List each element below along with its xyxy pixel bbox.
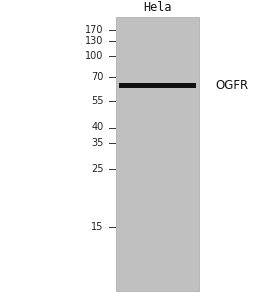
Text: Hela: Hela xyxy=(143,1,172,14)
Bar xyxy=(116,16,199,291)
Text: 55: 55 xyxy=(91,95,104,106)
Text: 35: 35 xyxy=(91,137,104,148)
Text: 170: 170 xyxy=(85,25,104,35)
Text: 70: 70 xyxy=(91,71,104,82)
Bar xyxy=(119,83,196,88)
Text: 100: 100 xyxy=(85,50,104,61)
Text: 25: 25 xyxy=(91,164,104,175)
Text: 40: 40 xyxy=(91,122,104,133)
Text: OGFR: OGFR xyxy=(215,79,248,92)
Text: 130: 130 xyxy=(85,35,104,46)
Text: 15: 15 xyxy=(91,221,104,232)
